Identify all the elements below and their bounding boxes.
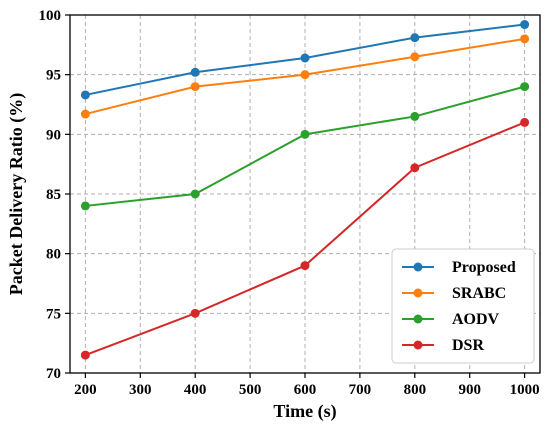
legend-label: AODV: [452, 311, 500, 328]
legend-item-proposed: Proposed: [402, 259, 516, 276]
data-point-srabc: [520, 34, 530, 44]
legend-item-srabc: SRABC: [402, 285, 506, 302]
data-point-dsr: [410, 163, 420, 173]
data-point-dsr: [190, 308, 200, 318]
legend-box: [391, 248, 535, 364]
series-dsr: [80, 117, 530, 360]
series-aodv: [80, 82, 530, 211]
y-tick-label: 75: [46, 306, 61, 322]
data-point-aodv: [410, 111, 420, 121]
series-layer: [80, 20, 530, 360]
x-tick-label: 400: [184, 382, 207, 398]
y-tick-label: 90: [46, 127, 61, 143]
legend-item-aodv: AODV: [402, 311, 500, 328]
x-tick-label: 800: [404, 382, 427, 398]
x-tick-label: 300: [129, 382, 152, 398]
legend-marker: [413, 262, 423, 272]
data-point-proposed: [190, 67, 200, 77]
data-point-dsr: [80, 350, 90, 360]
x-tick-label: 500: [239, 382, 262, 398]
y-tick-label: 85: [46, 187, 61, 203]
data-point-srabc: [300, 70, 310, 80]
y-tick-label: 95: [46, 68, 61, 84]
y-tick-label: 80: [46, 247, 61, 263]
x-tick-label: 900: [458, 382, 481, 398]
data-point-proposed: [300, 53, 310, 63]
x-axis-label: Time (s): [273, 401, 336, 422]
data-point-dsr: [300, 261, 310, 271]
data-point-aodv: [80, 201, 90, 211]
legend-label: SRABC: [452, 285, 506, 302]
x-tick-label: 600: [294, 382, 317, 398]
series-srabc: [80, 34, 530, 119]
legend-marker: [413, 340, 423, 350]
data-point-srabc: [80, 109, 90, 119]
ticks: 200 300 400 500 600 700 800 900 1000 70 75 80 85 90 95…: [39, 8, 540, 398]
x-tick-label: 700: [349, 382, 372, 398]
data-point-aodv: [520, 82, 530, 92]
legend-label: DSR: [452, 337, 484, 354]
data-point-aodv: [190, 189, 200, 199]
data-point-proposed: [80, 90, 90, 100]
y-tick-label: 100: [39, 8, 62, 24]
x-tick-label: 1000: [510, 382, 540, 398]
legend-marker: [413, 314, 423, 324]
data-point-srabc: [410, 52, 420, 62]
data-point-srabc: [190, 82, 200, 92]
data-point-proposed: [410, 33, 420, 43]
data-point-aodv: [300, 129, 310, 139]
y-axis-label: Packet Delivery Ratio (%): [6, 93, 27, 295]
legend: Proposed SRABC AODV DSR: [391, 248, 535, 364]
legend-label: Proposed: [452, 259, 516, 276]
x-tick-label: 200: [74, 382, 97, 398]
legend-marker: [413, 288, 423, 298]
data-point-proposed: [520, 20, 530, 30]
legend-item-dsr: DSR: [402, 337, 484, 354]
data-point-dsr: [520, 117, 530, 127]
series-line-aodv: [85, 85, 525, 207]
y-tick-label: 70: [46, 366, 61, 382]
series-proposed: [80, 20, 530, 100]
